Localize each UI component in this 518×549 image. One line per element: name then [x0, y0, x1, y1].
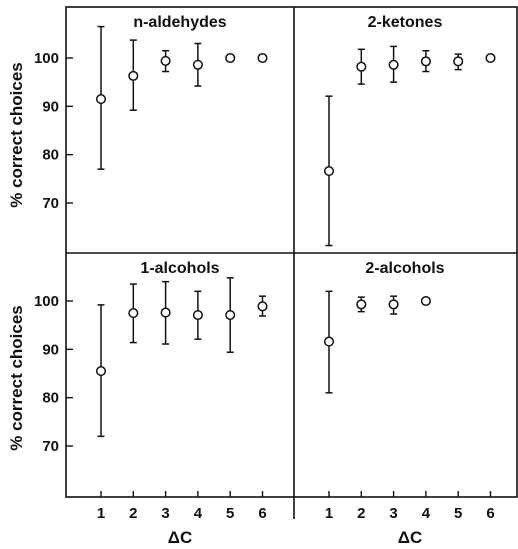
panel-title: 1-alcohols: [140, 260, 219, 277]
data-point: [95, 94, 107, 105]
y-tick-label: 90: [42, 341, 59, 358]
x-tick-label: 5: [226, 505, 234, 522]
y-tick-label: 80: [42, 390, 59, 407]
x-tick-label: 6: [258, 505, 266, 522]
x-tick-label: 2: [129, 505, 137, 522]
x-tick-label: 3: [161, 505, 169, 522]
data-point: [420, 295, 431, 307]
x-axis-label-right: ΔC: [398, 528, 423, 547]
data-point: [388, 299, 399, 310]
panel-n-aldehydes: n-aldehydes: [95, 14, 268, 170]
data-point: [160, 55, 171, 66]
x-tick-label: 5: [454, 505, 462, 522]
y-tick-label: 70: [42, 195, 59, 212]
data-point: [192, 309, 203, 321]
data-point: [192, 59, 203, 70]
y-tick-label: 80: [42, 147, 59, 164]
panel-1-alcohols: 1-alcohols: [95, 260, 268, 438]
data-point: [257, 301, 268, 312]
y-tick-label: 70: [42, 438, 59, 455]
panel-2-ketones: 2-ketones: [323, 14, 496, 247]
x-tick-label: 1: [325, 505, 333, 522]
data-point: [420, 56, 431, 67]
data-point: [356, 61, 367, 72]
x-tick-label: 4: [194, 505, 203, 522]
x-tick-label: 2: [357, 505, 365, 522]
data-point: [323, 166, 335, 177]
data-point: [257, 52, 268, 64]
data-point: [388, 59, 399, 70]
x-tick-label: 1: [97, 505, 105, 522]
y-tick-label: 90: [42, 98, 59, 115]
y-tick-label: 100: [34, 293, 59, 310]
x-tick-label: 6: [486, 505, 494, 522]
panel-title: n-aldehydes: [133, 14, 226, 31]
data-point: [225, 309, 236, 321]
panel-title: 2-alcohols: [365, 260, 444, 277]
x-tick-label: 4: [422, 505, 431, 522]
data-point: [95, 366, 107, 377]
x-tick-label: 3: [389, 505, 397, 522]
data-point: [485, 52, 496, 64]
data-point: [128, 308, 139, 319]
data-point: [128, 70, 139, 81]
x-axis-label-left: ΔC: [168, 528, 193, 547]
plot-frame: [65, 6, 518, 498]
panel-title: 2-ketones: [368, 14, 443, 31]
panel-2-alcohols: 2-alcohols: [323, 260, 445, 394]
y-tick-label: 100: [34, 50, 59, 67]
y-axis-label-lower: % correct choices: [7, 305, 26, 451]
data-point: [323, 336, 335, 347]
data-point: [356, 299, 367, 310]
y-axis-label-upper: % correct choices: [7, 62, 26, 208]
data-point: [453, 56, 464, 67]
data-point: [225, 52, 236, 64]
data-point: [160, 307, 171, 318]
